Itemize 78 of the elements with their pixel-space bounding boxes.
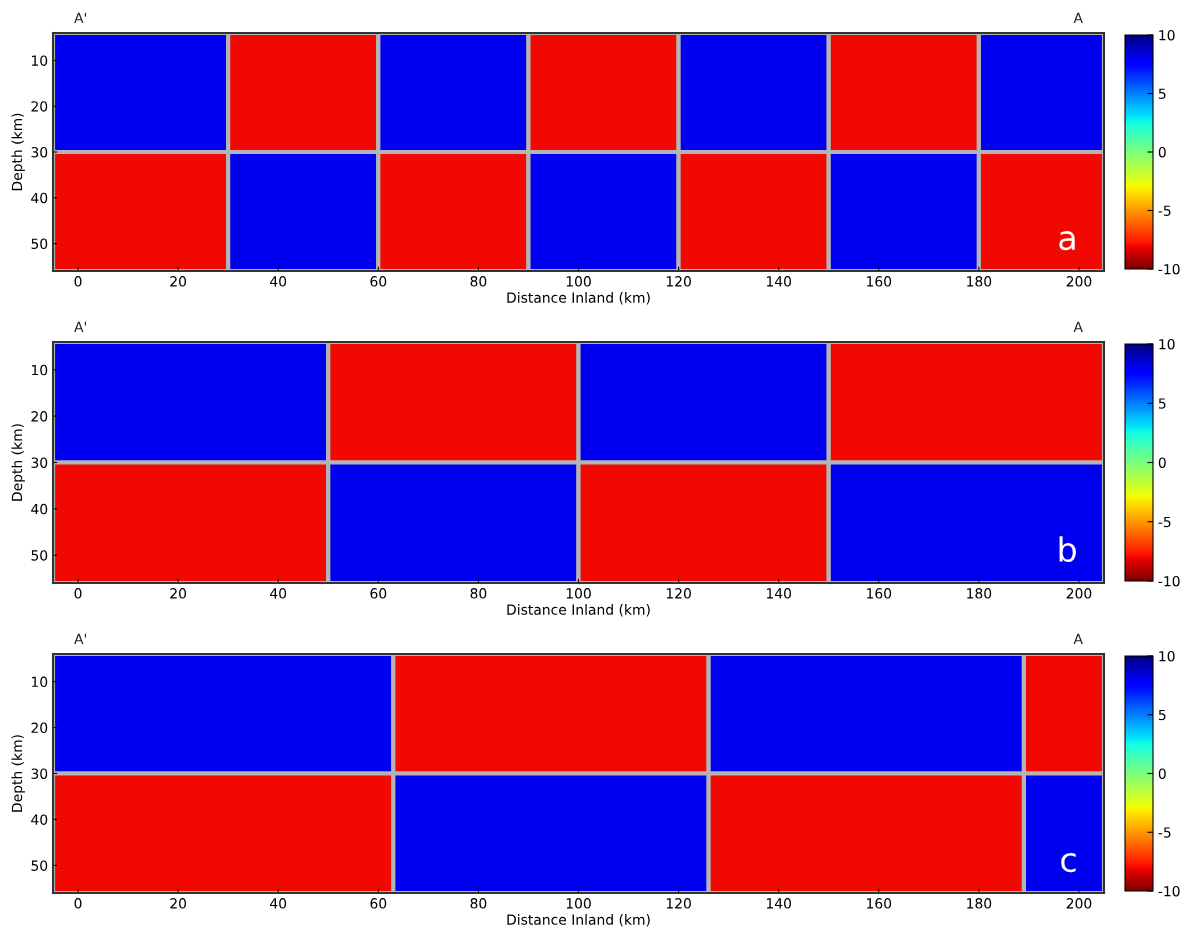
y-tick-label: 40: [31, 192, 48, 204]
x-tick-label: 140: [766, 898, 792, 909]
x-tick-label: 60: [370, 276, 387, 287]
x-tick-label: 20: [170, 276, 187, 287]
color-bar-label: -5: [1158, 827, 1171, 838]
x-axis-title: Distance Inland (km): [507, 914, 650, 927]
x-tick-label: 140: [766, 588, 792, 599]
x-tick-label: 100: [566, 898, 591, 909]
color-bar-label: 0: [1158, 146, 1166, 158]
color-bar-label: 10: [1159, 650, 1175, 662]
color-bar-label: 10: [1159, 29, 1175, 41]
x-tick-label: 0: [74, 276, 82, 287]
y-tick-label: 20: [31, 722, 48, 734]
y-axis-title: Depth (km): [11, 113, 25, 191]
y-tick-label: 20: [31, 411, 48, 422]
text: A: [1073, 633, 1083, 644]
y-tick-label: 40: [31, 503, 48, 515]
color-bar-label: 10: [1159, 338, 1175, 350]
x-tick-label: 180: [967, 276, 992, 287]
y-tick-label: 20: [31, 101, 48, 112]
y-axis-title: Depth (km): [11, 424, 25, 501]
x-tick-label: 20: [170, 898, 187, 909]
y-tick-label: 30: [31, 146, 48, 158]
color-bar-label: -5: [1158, 516, 1171, 528]
x-tick-label: 140: [766, 276, 792, 287]
color-bar-label: -10: [1158, 885, 1180, 897]
color-bar-label: 0: [1158, 457, 1166, 468]
x-tick-label: 80: [470, 898, 487, 909]
x-tick-label: 180: [967, 588, 992, 599]
y-tick-label: 50: [31, 238, 48, 250]
x-tick-label: 120: [666, 588, 691, 599]
text: A': [74, 633, 87, 644]
x-tick-label: 200: [1066, 588, 1092, 599]
x-tick-label: 60: [370, 898, 387, 909]
color-bar-label: 0: [1158, 768, 1166, 779]
y-tick-label: 10: [31, 364, 48, 376]
x-axis-title: Distance Inland (km): [507, 604, 650, 617]
y-tick-label: 30: [31, 768, 48, 779]
x-tick-label: 160: [867, 588, 892, 599]
x-tick-label: 180: [967, 898, 992, 909]
x-tick-label: 80: [470, 276, 487, 287]
color-bar-label: -5: [1158, 205, 1171, 216]
annotation: c: [1061, 853, 1076, 873]
x-tick-label: 0: [74, 898, 82, 909]
x-tick-label: 20: [170, 588, 187, 599]
annotation: a: [1059, 231, 1075, 251]
y-tick-label: 50: [31, 550, 48, 561]
x-axis-title: Distance Inland (km): [507, 292, 650, 305]
x-tick-label: 100: [566, 276, 591, 287]
color-bar-label: 5: [1158, 88, 1166, 99]
x-tick-label: 160: [867, 276, 892, 287]
y-tick-label: 40: [31, 814, 48, 825]
y-tick-label: 50: [31, 860, 48, 871]
x-tick-label: 40: [270, 898, 287, 909]
text: A: [1073, 12, 1083, 23]
y-axis-title: Depth (km): [11, 735, 25, 812]
x-tick-label: 120: [666, 276, 691, 287]
x-tick-label: 0: [74, 588, 82, 599]
text: A': [74, 12, 87, 23]
color-bar-label: 5: [1158, 709, 1166, 721]
text: A: [1073, 321, 1083, 332]
x-tick-label: 100: [566, 588, 591, 599]
x-tick-label: 60: [370, 588, 387, 599]
y-tick-label: 10: [31, 676, 48, 688]
color-bar-label: -10: [1158, 263, 1180, 275]
y-tick-label: 30: [31, 457, 48, 468]
y-tick-label: 10: [31, 55, 48, 66]
x-tick-label: 120: [666, 898, 691, 909]
x-tick-label: 200: [1066, 276, 1092, 287]
x-tick-label: 160: [867, 898, 892, 909]
x-tick-label: 80: [470, 588, 487, 599]
color-bar-label: -10: [1158, 575, 1180, 587]
x-tick-label: 200: [1066, 898, 1092, 909]
text: A': [74, 321, 87, 332]
color-bar-label: 5: [1158, 398, 1166, 409]
x-tick-label: 40: [270, 588, 287, 599]
x-tick-label: 40: [270, 276, 287, 287]
annotation: b: [1059, 536, 1076, 563]
